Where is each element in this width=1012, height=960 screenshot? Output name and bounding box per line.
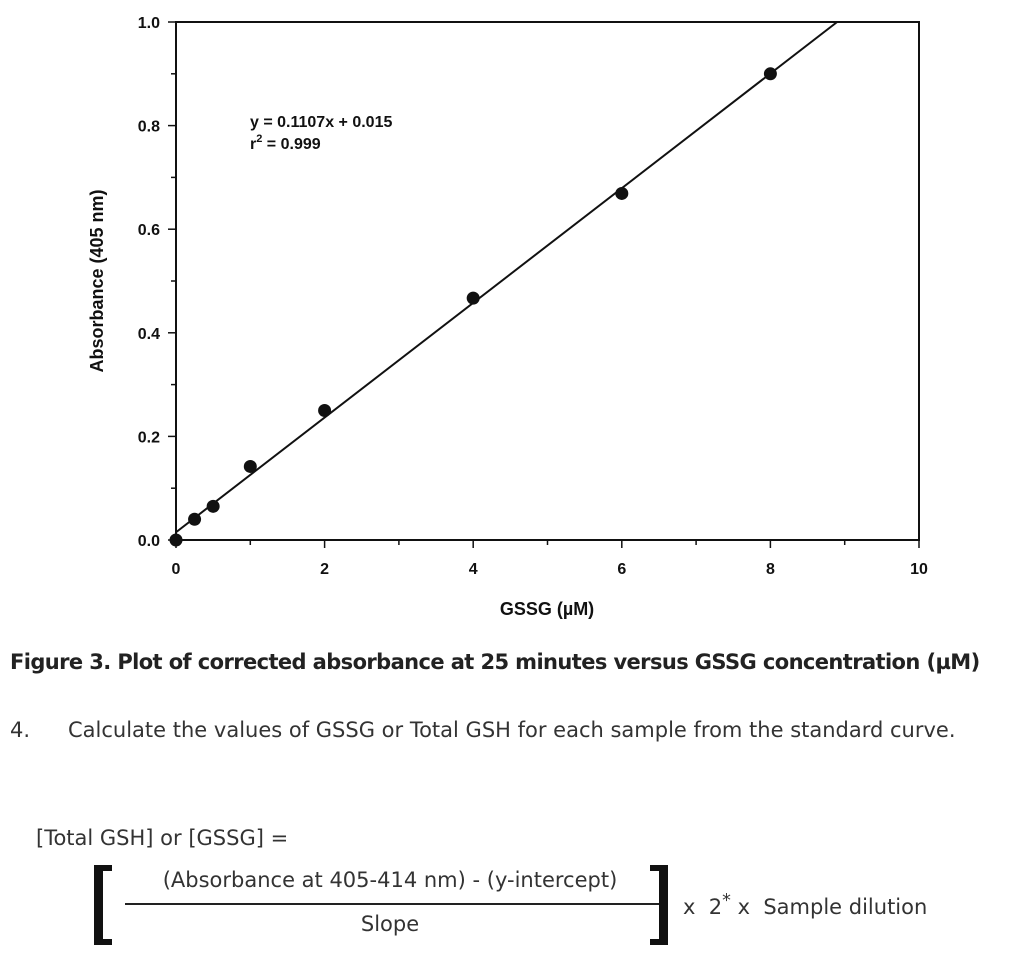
x-tick-label: 0: [172, 561, 181, 578]
x-tick-label: 8: [766, 561, 775, 578]
fit-line-layer: [175, 21, 838, 534]
x-tick-label: 2: [320, 561, 329, 578]
y-tick-label: 0.2: [138, 429, 160, 446]
data-point: [169, 533, 183, 547]
step-number: 4.: [10, 718, 31, 742]
axis-ticks: 0 2 4 6 8 10 0.0 0.2 0.4 0.6 0.8 1.0: [138, 15, 928, 578]
step-text: Calculate the values of GSSG or Total GS…: [68, 718, 956, 742]
regression-line: [175, 21, 838, 534]
data-points: [169, 67, 777, 547]
formula-lhs: [Total GSH] or [GSSG] =: [36, 826, 289, 850]
data-point: [466, 291, 480, 305]
formula-multiplier: x 2* x Sample dilution: [683, 891, 928, 919]
y-tick-label: 0.6: [138, 222, 160, 239]
x-tick-label: 6: [617, 561, 626, 578]
formula-numerator: (Absorbance at 405-414 nm) - (y-intercep…: [162, 868, 618, 892]
x-tick-label: 4: [469, 561, 478, 578]
data-point: [243, 459, 257, 473]
x-axis-title: GSSG (µM): [500, 599, 594, 619]
fit-equation: y = 0.1107x + 0.015: [250, 114, 392, 131]
formula-denominator: Slope: [360, 912, 420, 936]
data-point: [318, 404, 332, 417]
right-bracket: [650, 865, 668, 945]
data-point: [615, 186, 629, 200]
y-tick-label: 1.0: [138, 15, 160, 32]
x-tick-label: 10: [910, 561, 928, 578]
data-point: [763, 67, 777, 81]
data-point: [188, 512, 202, 526]
figure-caption: Figure 3. Plot of corrected absorbance a…: [10, 650, 980, 674]
r-squared: r2 = 0.999: [250, 133, 321, 153]
y-tick-label: 0.4: [138, 326, 160, 343]
left-bracket: [94, 865, 112, 945]
standard-curve-chart: 0 2 4 6 8 10 0.0 0.2 0.4 0.6 0.8 1.0 GSSG (µM) Abso…: [87, 15, 928, 619]
y-tick-label: 0.8: [138, 119, 160, 136]
data-point: [206, 499, 220, 513]
y-tick-label: 0.0: [138, 533, 160, 550]
fraction-bar: [125, 903, 662, 905]
y-axis-title: Absorbance (405 nm): [87, 189, 107, 372]
plot-frame: [175, 21, 920, 541]
